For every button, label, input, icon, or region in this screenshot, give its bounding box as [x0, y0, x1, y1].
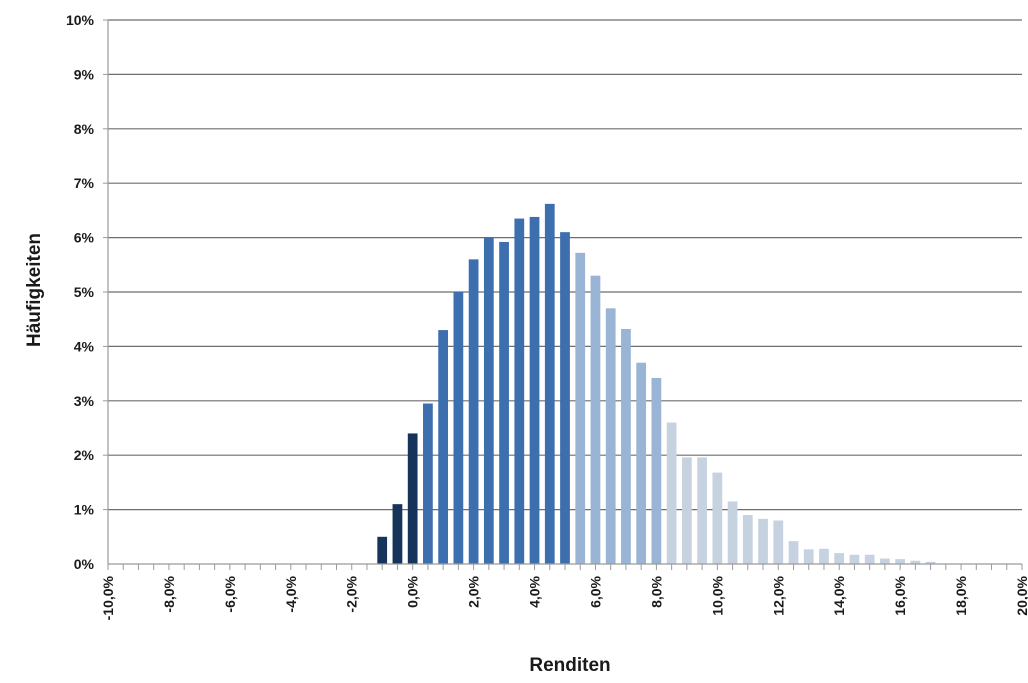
histogram-bar	[529, 216, 540, 565]
x-tick-label: -6,0%	[222, 575, 238, 612]
histogram-bar	[849, 554, 860, 564]
histogram-bar	[895, 559, 906, 564]
histogram-bar	[697, 457, 707, 564]
histogram-bar	[438, 330, 449, 564]
y-tick-label: 8%	[74, 121, 95, 137]
x-tick-label: 14,0%	[831, 575, 847, 615]
histogram-bar	[483, 237, 494, 564]
x-tick-label: 18,0%	[953, 575, 969, 615]
histogram-bar	[407, 433, 418, 564]
histogram-bar	[880, 558, 890, 564]
histogram-bar	[453, 292, 464, 564]
x-tick-label: -10,0%	[100, 575, 116, 620]
x-tick-label: 12,0%	[770, 575, 786, 615]
histogram-bar	[392, 504, 403, 564]
histogram-bar	[834, 553, 845, 564]
y-tick-label: 5%	[74, 284, 95, 300]
x-tick-label: 0,0%	[405, 575, 421, 607]
x-tick-labels: -10,0% -8,0% -6,0% -4,0% -2,0% 0,0% 2,0% 4,0% 6,…	[100, 575, 1028, 620]
y-tick-label: 2%	[74, 447, 95, 463]
y-tick-label: 6%	[74, 230, 95, 246]
histogram-bar	[712, 472, 723, 564]
histogram-bar	[925, 561, 936, 564]
y-tick-labels: 0% 1% 2% 3% 4% 5% 6% 7% 8% 9% 10%	[66, 12, 95, 572]
histogram-bar	[377, 536, 388, 564]
histogram-bar	[819, 548, 829, 564]
histogram-bar	[651, 377, 662, 564]
y-axis-label: Häufigkeiten	[24, 233, 45, 347]
x-tick-label: -2,0%	[344, 575, 360, 612]
y-tick-label: 9%	[74, 66, 95, 82]
x-tick-label: 20,0%	[1014, 575, 1028, 615]
histogram-bar	[803, 549, 814, 564]
histogram-bar	[773, 520, 784, 564]
histogram-bar	[544, 203, 555, 564]
y-tick-label: 4%	[74, 338, 95, 354]
histogram-bar	[514, 218, 525, 564]
histogram-bar	[864, 554, 875, 564]
histogram-bar	[621, 328, 631, 564]
histogram-bar	[788, 541, 799, 564]
y-tick-label: 10%	[66, 12, 95, 28]
histogram-bar	[575, 252, 586, 564]
x-tick-label: 10,0%	[709, 575, 725, 615]
x-tick-label: 8,0%	[648, 575, 664, 607]
histogram-bar	[468, 259, 479, 564]
histogram-bar	[605, 308, 616, 564]
histogram-bar	[423, 403, 433, 564]
histogram-bar	[758, 518, 768, 564]
bars	[377, 203, 936, 565]
x-tick-label: 16,0%	[892, 575, 908, 615]
y-tick-label: 0%	[74, 556, 95, 572]
x-tick-label: 6,0%	[587, 575, 603, 607]
x-tick-label: 4,0%	[527, 575, 543, 607]
x-axis-label: Renditen	[529, 655, 610, 676]
histogram-bar	[910, 560, 921, 564]
histogram-bar	[742, 515, 753, 564]
x-tick-label: 2,0%	[466, 575, 482, 607]
histogram-bar	[560, 232, 570, 564]
y-tick-label: 7%	[74, 175, 95, 191]
histogram-bar	[636, 362, 647, 564]
histogram-bar	[499, 241, 509, 564]
y-tick-label: 3%	[74, 393, 95, 409]
axes	[103, 19, 1023, 570]
histogram-bar	[666, 422, 677, 564]
histogram-bar	[727, 501, 738, 564]
x-tick-label: -4,0%	[283, 575, 299, 612]
x-tick-label: -8,0%	[161, 575, 177, 612]
y-tick-label: 1%	[74, 502, 95, 518]
histogram-bar	[590, 275, 601, 564]
histogram-bar	[681, 457, 692, 564]
